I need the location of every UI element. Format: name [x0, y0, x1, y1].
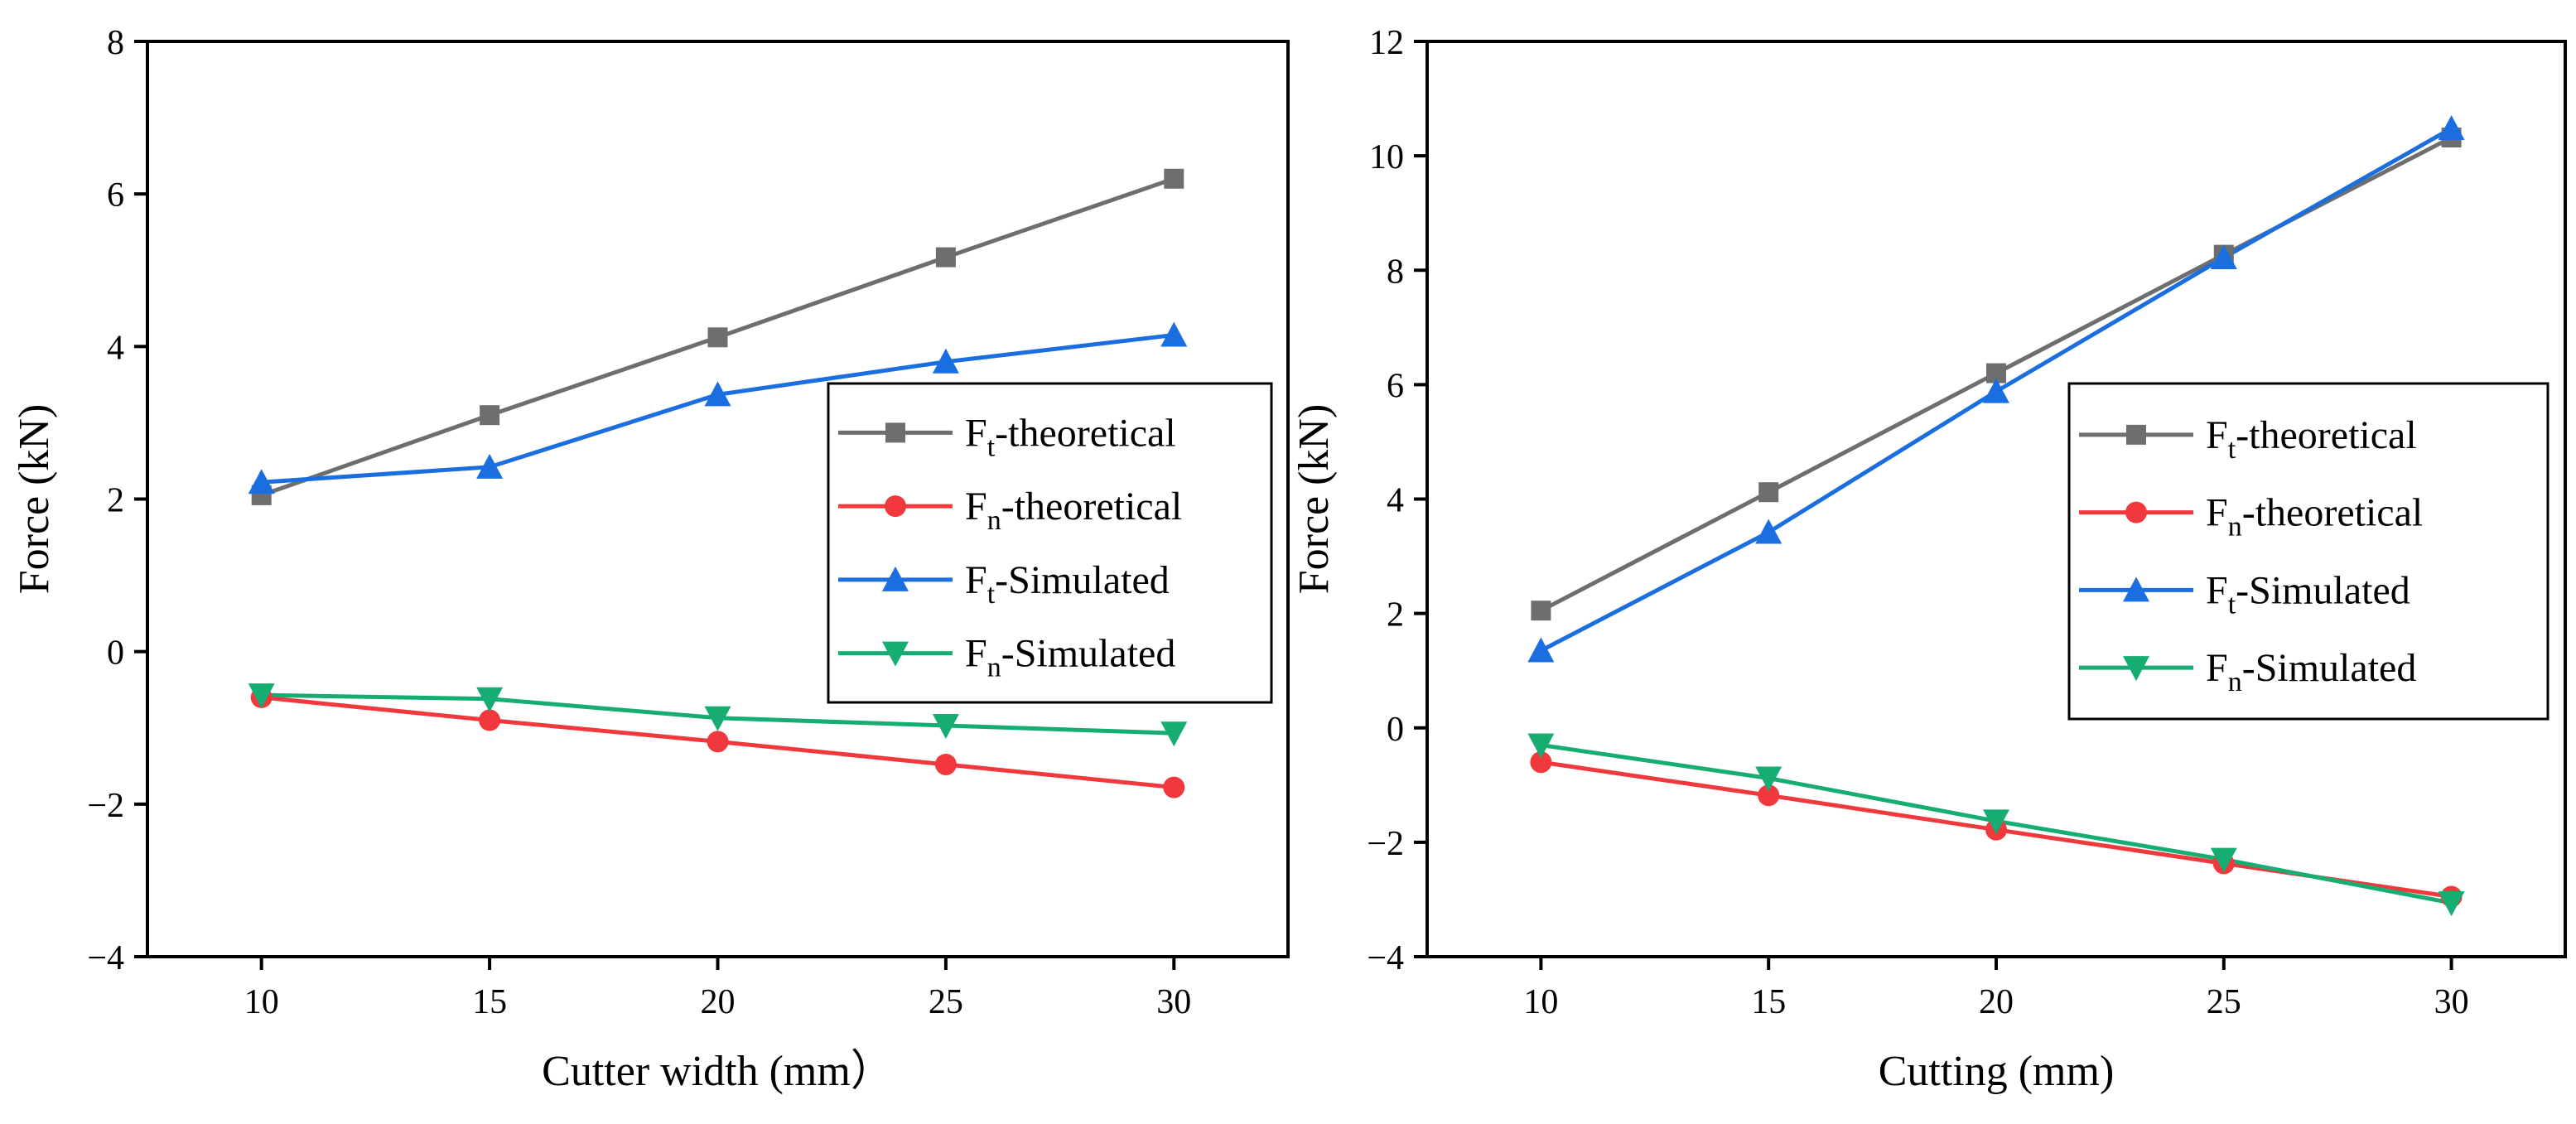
y-tick-label: 6 — [1387, 367, 1404, 405]
legend-label: Fn-theoretical — [965, 485, 1182, 536]
x-axis-title: Cutting (mm) — [1879, 1048, 2115, 1095]
y-tick-label: 12 — [1369, 24, 1404, 62]
legend-item-Fn-Simulated: Fn-Simulated — [2079, 646, 2416, 697]
y-axis-title: Force (kN) — [11, 404, 58, 595]
x-tick-label: 10 — [1523, 983, 1558, 1021]
y-tick-label: 0 — [107, 634, 124, 673]
legend-label: Ft-Simulated — [965, 558, 1170, 610]
legend: Ft-theoretical Fn-theoretical Ft-Simulated… — [827, 382, 1273, 704]
x-tick-label: 25 — [2207, 983, 2241, 1021]
legend-marker — [882, 566, 909, 591]
data-point-Fn-Simulated-15 — [1755, 766, 1782, 792]
legend-box — [2067, 382, 2549, 721]
data-point-Fn-theoretical-30 — [1163, 776, 1185, 798]
y-tick-label: 8 — [107, 24, 124, 62]
legend-marker — [885, 422, 905, 443]
chart-1: 10 15 20 25 30 −4 −2 0 2 4 6 8 Cutter width (mm） Forc… — [11, 24, 1290, 1095]
x-tick-label: 25 — [929, 983, 963, 1021]
y-tick-label: 10 — [1369, 138, 1404, 176]
legend-marker — [2123, 576, 2149, 602]
y-tick-label: 0 — [1387, 711, 1404, 749]
legend-marker — [885, 495, 906, 518]
y-tick-label: 6 — [107, 176, 124, 215]
data-point-Fn-Simulated-30 — [1160, 721, 1188, 747]
legend-marker — [2123, 656, 2149, 682]
data-point-Fn-theoretical-25 — [934, 753, 957, 775]
data-point-Fn-Simulated-15 — [476, 687, 504, 712]
x-axis-title: Cutter width (mm） — [542, 1048, 894, 1095]
data-point-Ft-Simulated-20 — [704, 381, 731, 407]
x-tick-label: 15 — [472, 983, 507, 1021]
legend-item-Ft-theoretical: Ft-theoretical — [838, 411, 1176, 462]
data-point-Ft-Simulated-10 — [248, 469, 275, 494]
y-tick-label: −4 — [87, 939, 124, 977]
legend-item-Ft-Simulated: Ft-Simulated — [838, 558, 1170, 610]
data-point-Fn-Simulated-20 — [704, 706, 731, 731]
data-point-Ft-theoretical-25 — [935, 247, 956, 268]
x-tick-label: 10 — [244, 983, 279, 1021]
x-tick-label: 30 — [1156, 983, 1191, 1021]
data-point-Ft-Simulated-15 — [476, 453, 504, 479]
legend-marker — [2126, 424, 2146, 445]
data-point-Fn-theoretical-20 — [707, 731, 729, 753]
y-tick-label: −2 — [1367, 825, 1404, 863]
data-point-Fn-theoretical-15 — [1758, 784, 1780, 807]
legend-item-Fn-Simulated: Fn-Simulated — [838, 632, 1175, 683]
data-point-Ft-theoretical-15 — [1758, 482, 1779, 503]
legend: Ft-theoretical Fn-theoretical Ft-Simulated… — [2067, 382, 2549, 721]
data-point-Ft-Simulated-30 — [1160, 321, 1188, 347]
y-tick-label: 4 — [1387, 482, 1404, 520]
data-point-Fn-Simulated-30 — [2438, 891, 2465, 917]
y-tick-label: −2 — [87, 787, 124, 825]
data-point-Ft-Simulated-15 — [1755, 519, 1782, 544]
legend-label: Ft-Simulated — [2206, 568, 2410, 620]
y-tick-label: 8 — [1387, 253, 1404, 291]
data-point-Fn-Simulated-25 — [932, 713, 959, 739]
legend-item-Ft-Simulated: Ft-Simulated — [2079, 568, 2410, 620]
legend-marker — [882, 641, 909, 667]
data-point-Ft-Simulated-25 — [2210, 244, 2237, 270]
y-tick-label: −4 — [1367, 939, 1404, 977]
y-axis-title: Force (kN) — [1290, 404, 1338, 595]
data-point-Ft-theoretical-15 — [480, 405, 500, 426]
data-point-Ft-theoretical-30 — [1164, 168, 1184, 189]
x-tick-label: 15 — [1751, 983, 1786, 1021]
data-point-Fn-theoretical-10 — [1530, 751, 1552, 774]
y-tick-label: 2 — [1387, 596, 1404, 634]
data-point-Ft-theoretical-10 — [1531, 601, 1551, 621]
data-point-Fn-Simulated-20 — [1983, 809, 2009, 835]
data-point-Fn-Simulated-10 — [1527, 733, 1555, 759]
chart-2: 10 15 20 25 30 −4 −2 0 2 4 6 8 10 12 Cutting (mm) Force… — [1290, 24, 2567, 1095]
data-point-Ft-Simulated-10 — [1527, 637, 1555, 663]
legend-label: Ft-theoretical — [965, 411, 1176, 462]
x-tick-label: 30 — [2434, 983, 2469, 1021]
x-tick-label: 20 — [1979, 983, 2014, 1021]
legend-item-Fn-theoretical: Fn-theoretical — [838, 485, 1182, 536]
legend-label: Ft-theoretical — [2206, 413, 2417, 465]
data-point-Fn-Simulated-10 — [248, 683, 275, 709]
legend-label: Fn-Simulated — [2206, 646, 2416, 697]
legend-label: Fn-theoretical — [2206, 491, 2423, 543]
data-point-Ft-Simulated-25 — [932, 348, 959, 374]
data-point-Fn-Simulated-25 — [2210, 847, 2237, 873]
legend-item-Ft-theoretical: Ft-theoretical — [2079, 413, 2417, 465]
x-tick-label: 20 — [701, 983, 736, 1021]
data-point-Ft-Simulated-30 — [2438, 114, 2465, 140]
y-tick-label: 4 — [107, 329, 124, 367]
data-point-Fn-theoretical-15 — [479, 709, 501, 731]
data-point-Ft-Simulated-20 — [1983, 378, 2009, 403]
data-point-Ft-theoretical-20 — [707, 327, 728, 348]
y-tick-label: 2 — [107, 482, 124, 520]
legend-label: Fn-Simulated — [965, 632, 1175, 683]
legend-item-Fn-theoretical: Fn-theoretical — [2079, 491, 2423, 543]
legend-marker — [2125, 501, 2147, 523]
